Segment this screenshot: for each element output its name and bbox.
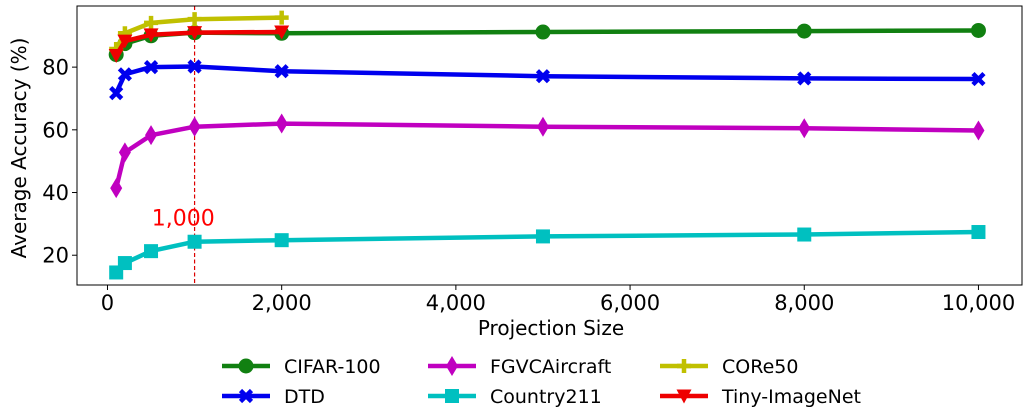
axes-frame: [76, 5, 1023, 286]
data-point-fgvcaircraft: [972, 120, 985, 141]
x-tick-label: 10,000: [942, 291, 1015, 315]
y-axis-label: Average Accuracy (%): [7, 38, 31, 259]
data-point-country211: [797, 227, 812, 242]
data-point-dtd: [797, 71, 812, 86]
legend-label: DTD: [284, 386, 325, 408]
legend-swatch-marker: [676, 389, 692, 404]
axes: 0 2,000 4,000 6,000 8,000 10,000 20 40 60 80: [42, 5, 1023, 315]
legend-item-fgvcaircraft: FGVCAircraft: [428, 356, 611, 378]
series-fgvcaircraft: [110, 113, 985, 199]
legend-item-cifar-100: CIFAR-100: [222, 356, 381, 378]
series-dtd: [109, 59, 986, 101]
data-point-fgvcaircraft: [118, 142, 131, 163]
legend: CIFAR-100 DTD FGVCAircraft Country211 CORe50…: [222, 356, 861, 408]
series-cifar-100: [108, 22, 986, 63]
data-point-core50: [274, 10, 289, 25]
legend-swatch-marker: [446, 356, 458, 376]
data-point-dtd: [109, 86, 124, 101]
data-point-fgvcaircraft: [145, 125, 158, 146]
data-point-dtd: [143, 60, 159, 75]
legend-item-core50: CORe50: [660, 356, 798, 378]
data-point-country211: [535, 229, 550, 244]
data-point-cifar-100: [796, 23, 812, 39]
data-point-tiny-imagenet: [187, 26, 203, 41]
legend-swatch-marker: [238, 388, 254, 404]
legend-swatch-marker: [677, 359, 691, 373]
x-tick-label: 0: [101, 291, 114, 315]
data-point-core50: [187, 12, 202, 27]
data-point-dtd: [971, 71, 986, 87]
legend-item-dtd: DTD: [222, 386, 325, 408]
data-point-fgvcaircraft: [536, 116, 549, 137]
data-point-fgvcaircraft: [188, 116, 201, 137]
data-point-country211: [971, 225, 986, 240]
annotation-label: 1,000: [152, 206, 215, 231]
x-axis-label: Projection Size: [478, 316, 624, 340]
legend-item-country211: Country211: [428, 386, 602, 408]
data-point-dtd: [187, 59, 202, 74]
plot-area: 1,000: [108, 6, 986, 285]
data-point-tiny-imagenet: [274, 25, 290, 40]
legend-label: FGVCAircraft: [490, 356, 611, 378]
series-line-fgvcaircraft: [113, 121, 981, 191]
x-tick-label: 8,000: [774, 291, 834, 315]
data-point-cifar-100: [535, 24, 551, 40]
data-point-cifar-100: [970, 22, 986, 38]
data-point-fgvcaircraft: [275, 113, 288, 134]
legend-item-tiny-imagenet: Tiny-ImageNet: [660, 386, 861, 408]
data-point-fgvcaircraft: [110, 178, 123, 199]
legend-swatch-marker: [238, 358, 254, 374]
legend-label: CIFAR-100: [284, 356, 381, 378]
data-point-country211: [117, 256, 132, 271]
series-tiny-imagenet: [108, 25, 290, 64]
data-point-dtd: [117, 67, 132, 82]
y-tick-label: 80: [42, 56, 69, 80]
x-tick-label: 4,000: [426, 291, 486, 315]
y-tick-label: 20: [42, 244, 69, 268]
data-point-country211: [144, 244, 159, 259]
x-tick-label: 2,000: [252, 291, 312, 315]
legend-label: Tiny-ImageNet: [721, 386, 861, 408]
data-point-tiny-imagenet: [143, 28, 159, 43]
legend-label: CORe50: [722, 356, 798, 378]
data-point-fgvcaircraft: [798, 118, 811, 139]
data-point-country211: [274, 233, 289, 248]
data-point-core50: [144, 15, 159, 30]
legend-label: Country211: [490, 386, 602, 408]
y-tick-label: 40: [42, 181, 69, 205]
series-country211: [109, 225, 986, 280]
data-point-tiny-imagenet: [108, 49, 124, 64]
x-tick-label: 6,000: [600, 291, 660, 315]
y-tick-label: 60: [42, 118, 69, 142]
data-point-dtd: [535, 69, 551, 84]
data-point-dtd: [274, 64, 289, 79]
data-point-tiny-imagenet: [117, 34, 133, 49]
data-point-country211: [187, 234, 202, 249]
legend-swatch-marker: [445, 389, 459, 403]
